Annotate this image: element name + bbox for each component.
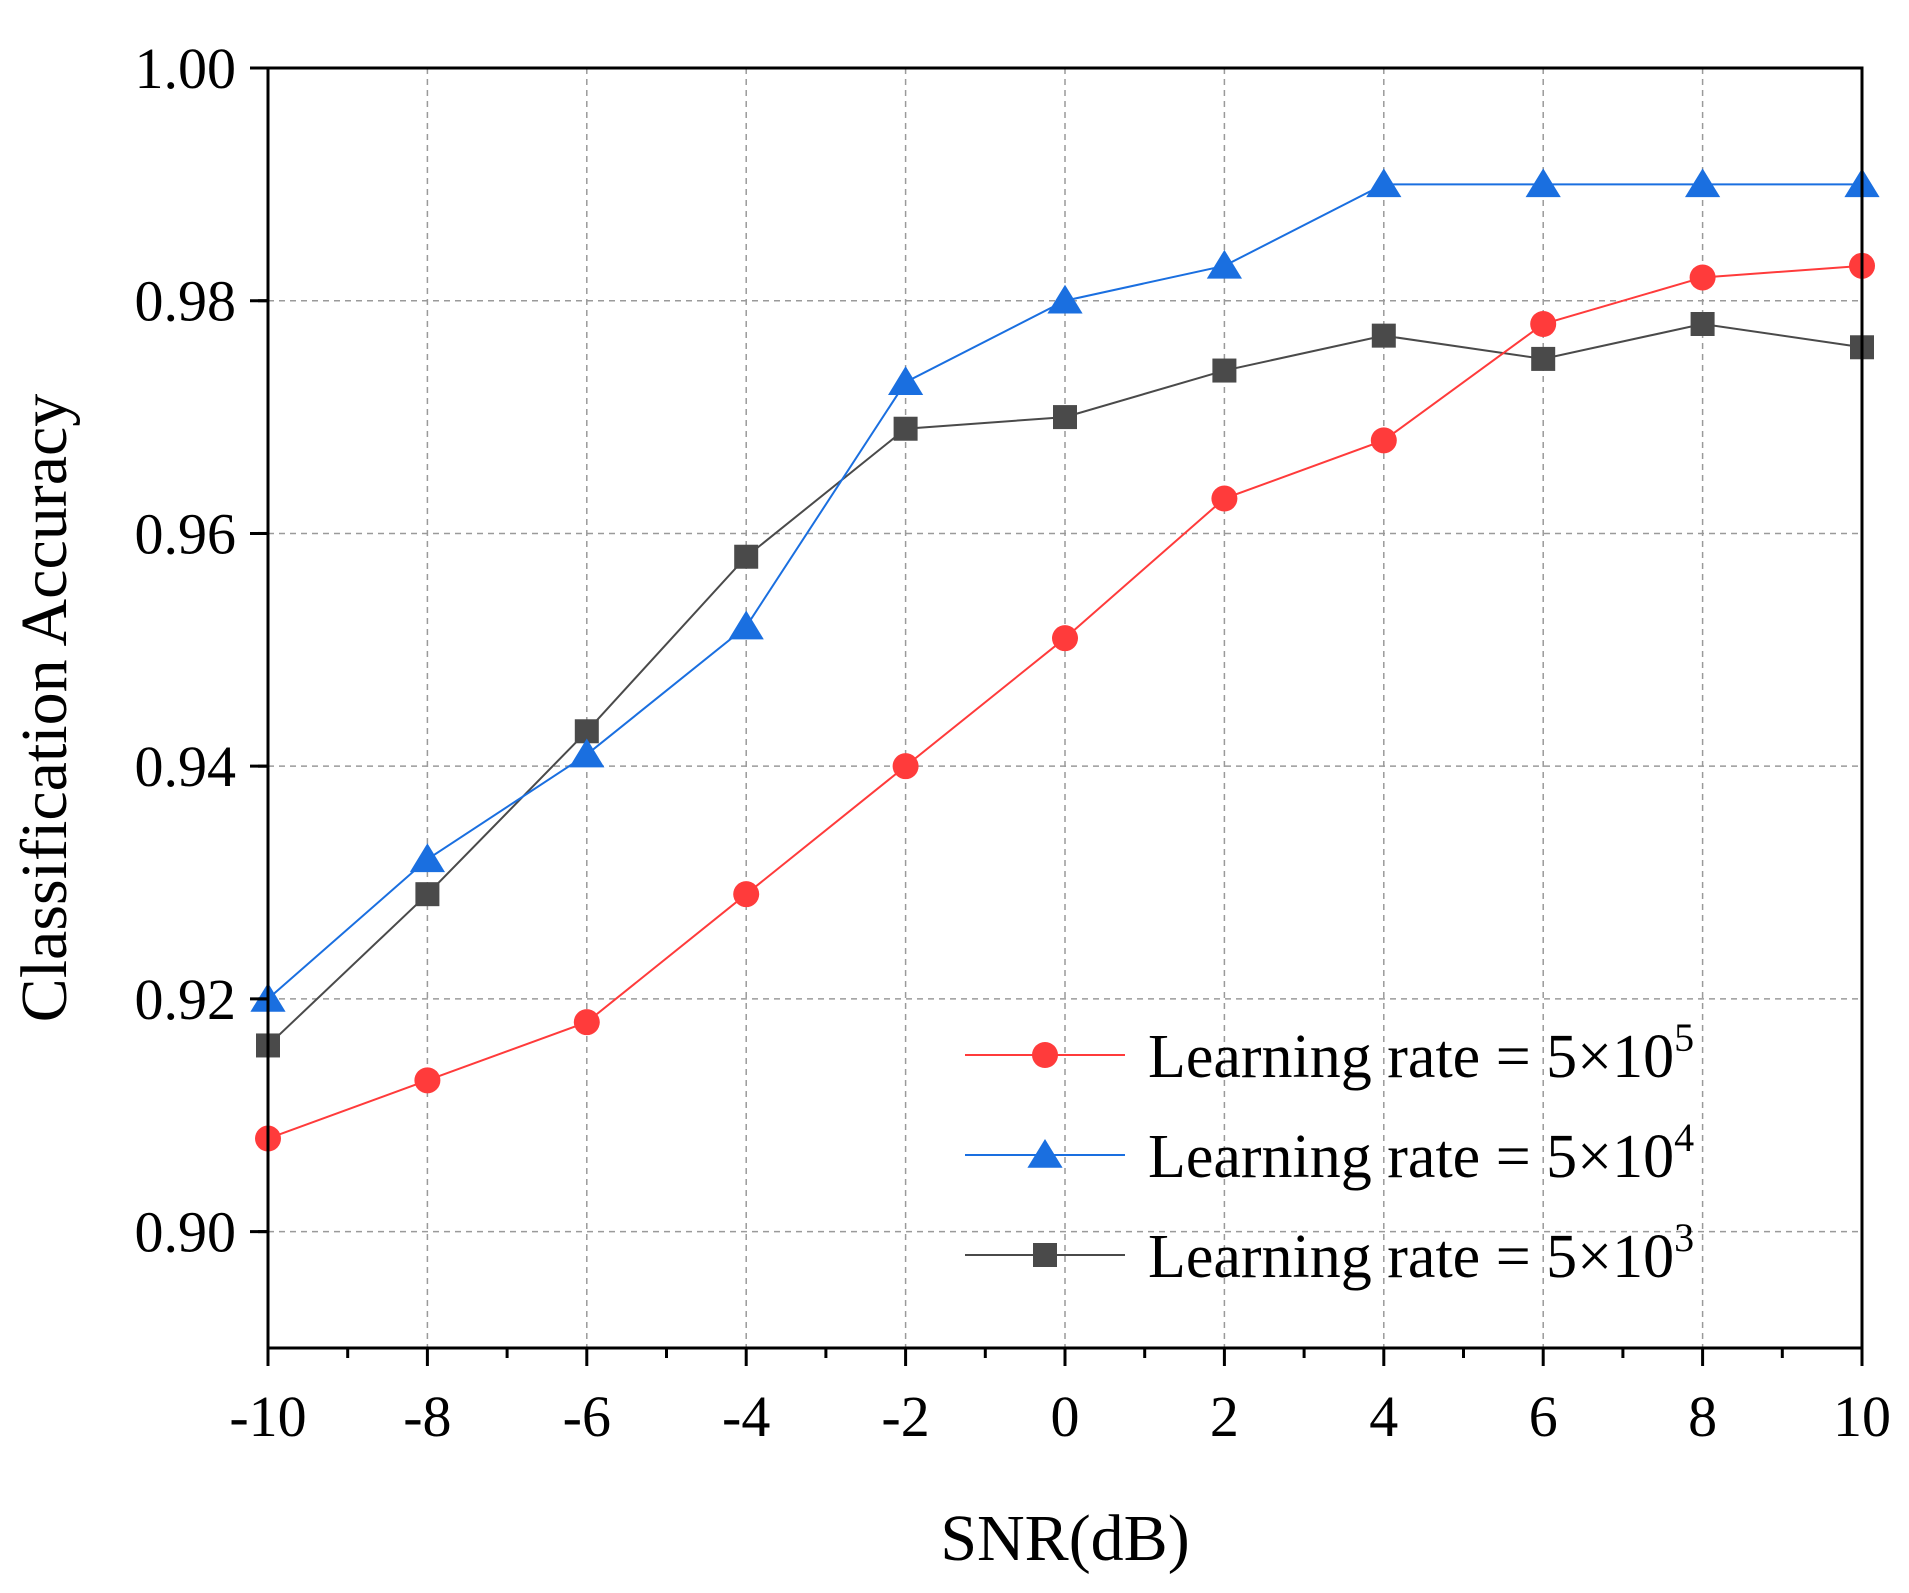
x-tick-label: 0 (1051, 1384, 1080, 1449)
data-point (893, 416, 918, 441)
axis-ticks (250, 66, 1864, 1366)
y-tick-label: 0.92 (135, 967, 237, 1032)
y-tick-label: 1.00 (135, 36, 237, 101)
legend-item: Learning rate = 5×103 (965, 1215, 1694, 1291)
x-tick-label: -2 (881, 1384, 929, 1449)
data-point (1052, 625, 1078, 652)
y-tick-label: 0.94 (135, 734, 237, 799)
x-tick-label: -4 (722, 1384, 770, 1449)
x-tick-label: 8 (1688, 1384, 1717, 1449)
data-point (728, 610, 764, 640)
series-triangle (250, 168, 1880, 1012)
data-point (1053, 405, 1077, 430)
data-point (1689, 264, 1716, 291)
y-axis-title: Classification Accuracy (8, 394, 81, 1023)
x-tick-label: -6 (563, 1384, 611, 1449)
data-point (409, 843, 445, 873)
x-axis-title: SNR(dB) (940, 1502, 1189, 1575)
data-point (1047, 284, 1083, 314)
data-point (1525, 168, 1561, 198)
data-point (1530, 311, 1557, 337)
legend-item: Learning rate = 5×105 (965, 1015, 1694, 1091)
legend-exponent: 4 (1674, 1115, 1694, 1160)
legend-exponent: 5 (1674, 1015, 1694, 1060)
series-circle (255, 252, 1875, 1152)
data-point (1211, 485, 1238, 512)
y-tick-label: 0.98 (135, 269, 237, 334)
legend-marker (1027, 1139, 1063, 1168)
x-tick-label: 2 (1210, 1384, 1239, 1449)
y-tick-label: 0.96 (135, 501, 237, 566)
x-tick-label: 10 (1833, 1384, 1891, 1449)
data-point (888, 366, 924, 395)
y-tick-label: 0.90 (135, 1200, 237, 1265)
x-tick-label: -8 (403, 1384, 451, 1449)
data-point (1370, 427, 1397, 454)
data-point (1685, 168, 1721, 198)
legend-marker (1032, 1042, 1058, 1068)
legend-marker (1033, 1243, 1057, 1267)
data-point (733, 881, 760, 908)
data-point (734, 544, 759, 569)
x-tick-label: 4 (1369, 1384, 1398, 1449)
data-point (1206, 249, 1242, 279)
legend-item: Learning rate = 5×104 (965, 1115, 1694, 1191)
legend: Learning rate = 5×105 Learning rate = 5×1… (965, 1015, 1694, 1291)
legend-exponent: 3 (1674, 1215, 1694, 1260)
x-tick-label: -10 (229, 1384, 306, 1449)
data-point (573, 1009, 600, 1036)
data-point (569, 738, 605, 768)
data-point (1366, 168, 1402, 198)
series-square (256, 312, 1874, 1058)
x-tick-label: 6 (1529, 1384, 1558, 1449)
data-point (415, 882, 440, 907)
legend-label: Learning rate = 5×104 (1148, 1115, 1694, 1191)
legend-label: Learning rate = 5×103 (1148, 1215, 1694, 1291)
data-point (414, 1067, 441, 1094)
data-point (1690, 312, 1715, 336)
legend-label: Learning rate = 5×105 (1148, 1015, 1694, 1091)
data-point (1531, 346, 1556, 371)
axis-tick-labels: -10 -8 -6 -4 -2 0 2 4 6 8 10 0.90 0.92 0.94 0.96 0.98 1.… (135, 36, 1892, 1449)
data-point (892, 753, 919, 780)
data-point (1371, 323, 1396, 348)
data-point (1212, 358, 1237, 383)
series-layer (250, 168, 1880, 1152)
